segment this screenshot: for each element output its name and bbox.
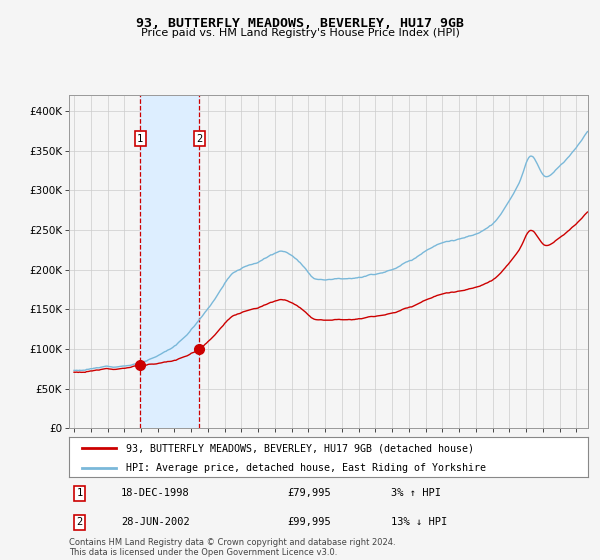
Text: 1: 1 [137,134,143,144]
Text: 3% ↑ HPI: 3% ↑ HPI [391,488,441,498]
Text: 28-JUN-2002: 28-JUN-2002 [121,517,190,528]
Bar [140,95,199,428]
Text: 18-DEC-1998: 18-DEC-1998 [121,488,190,498]
Text: 2: 2 [196,134,203,144]
Text: Contains HM Land Registry data © Crown copyright and database right 2024.
This d: Contains HM Land Registry data © Crown c… [69,538,395,557]
Text: 1: 1 [76,488,83,498]
Text: 13% ↓ HPI: 13% ↓ HPI [391,517,447,528]
Text: £79,995: £79,995 [287,488,331,498]
Text: HPI: Average price, detached house, East Riding of Yorkshire: HPI: Average price, detached house, East… [126,463,486,473]
Text: £99,995: £99,995 [287,517,331,528]
Text: 93, BUTTERFLY MEADOWS, BEVERLEY, HU17 9GB: 93, BUTTERFLY MEADOWS, BEVERLEY, HU17 9G… [136,17,464,30]
Text: 2: 2 [76,517,83,528]
Text: 93, BUTTERFLY MEADOWS, BEVERLEY, HU17 9GB (detached house): 93, BUTTERFLY MEADOWS, BEVERLEY, HU17 9G… [126,443,474,453]
Text: Price paid vs. HM Land Registry's House Price Index (HPI): Price paid vs. HM Land Registry's House … [140,28,460,38]
